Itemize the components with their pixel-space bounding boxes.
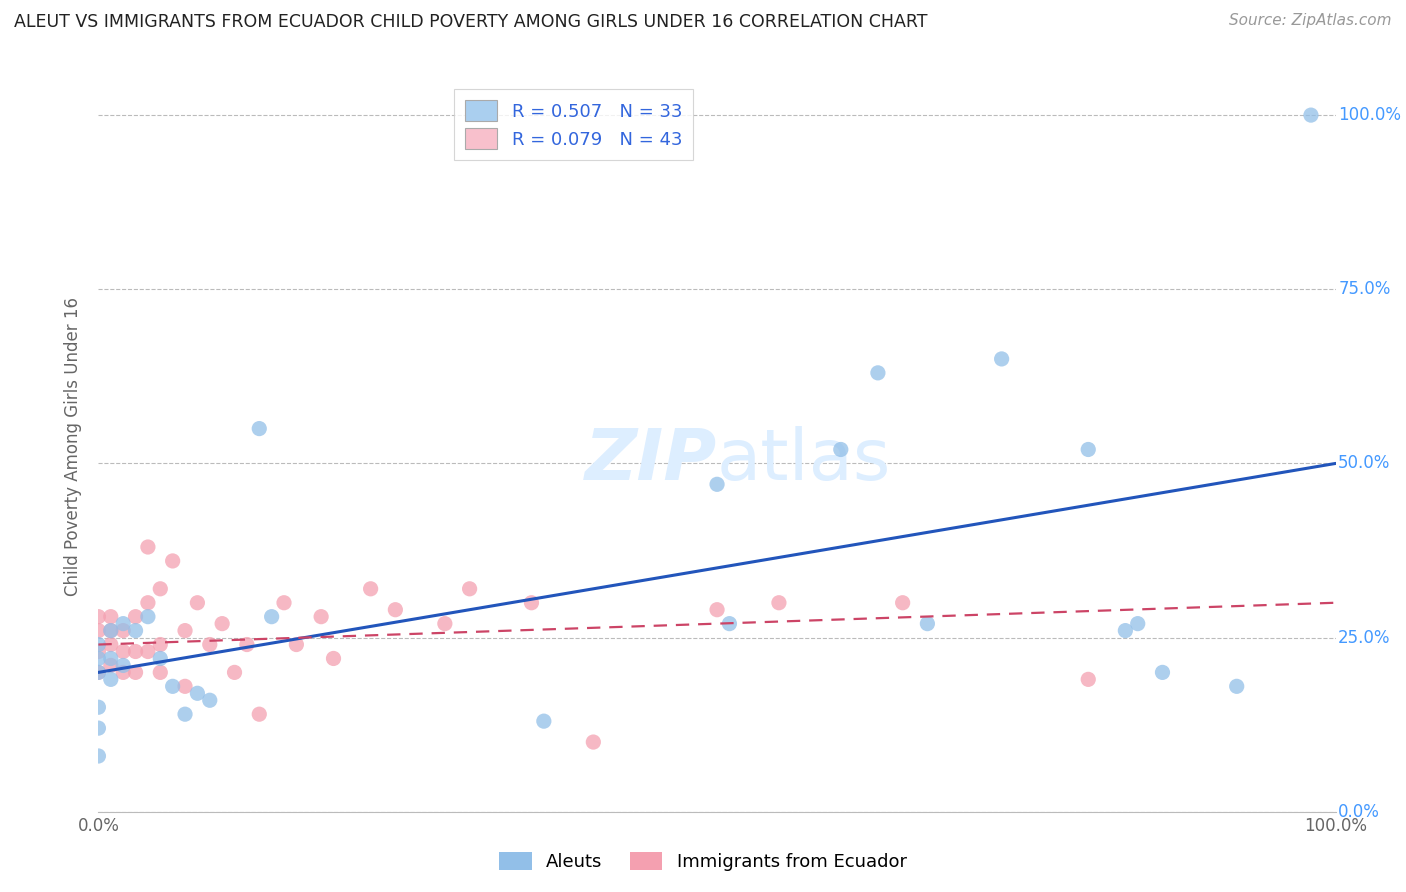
Point: [211, 616, 233, 631]
Point: [149, 651, 172, 665]
Point: [360, 582, 382, 596]
Point: [124, 644, 146, 658]
Point: [87, 665, 110, 680]
Point: [1226, 679, 1249, 693]
Point: [112, 665, 135, 680]
Point: [718, 616, 741, 631]
Text: 0.0%: 0.0%: [1339, 803, 1381, 821]
Point: [136, 596, 159, 610]
Point: [186, 686, 208, 700]
Point: [174, 679, 197, 693]
Point: [174, 624, 197, 638]
Point: [533, 714, 555, 728]
Point: [582, 735, 605, 749]
Text: Source: ZipAtlas.com: Source: ZipAtlas.com: [1229, 13, 1392, 29]
Point: [112, 624, 135, 638]
Point: [162, 679, 184, 693]
Point: [124, 609, 146, 624]
Point: [100, 658, 122, 673]
Point: [1126, 616, 1149, 631]
Point: [112, 658, 135, 673]
Text: 25.0%: 25.0%: [1339, 629, 1391, 647]
Point: [198, 693, 221, 707]
Point: [990, 351, 1012, 366]
Point: [100, 638, 122, 652]
Point: [136, 609, 159, 624]
Point: [866, 366, 889, 380]
Point: [87, 609, 110, 624]
Point: [87, 624, 110, 638]
Point: [100, 651, 122, 665]
Point: [149, 582, 172, 596]
Point: [1152, 665, 1174, 680]
Point: [309, 609, 332, 624]
Point: [1299, 108, 1322, 122]
Point: [136, 540, 159, 554]
Point: [247, 707, 270, 722]
Point: [87, 638, 110, 652]
Text: 100.0%: 100.0%: [1339, 106, 1402, 124]
Point: [917, 616, 939, 631]
Y-axis label: Child Poverty Among Girls Under 16: Child Poverty Among Girls Under 16: [65, 296, 83, 596]
Point: [186, 596, 208, 610]
Point: [247, 421, 270, 435]
Point: [149, 638, 172, 652]
Point: [87, 700, 110, 714]
Text: atlas: atlas: [717, 426, 891, 495]
Point: [224, 665, 246, 680]
Text: ALEUT VS IMMIGRANTS FROM ECUADOR CHILD POVERTY AMONG GIRLS UNDER 16 CORRELATION : ALEUT VS IMMIGRANTS FROM ECUADOR CHILD P…: [14, 13, 928, 31]
Point: [124, 665, 146, 680]
Point: [149, 665, 172, 680]
Point: [1114, 624, 1136, 638]
Text: 75.0%: 75.0%: [1339, 280, 1391, 298]
Point: [706, 603, 728, 617]
Point: [260, 609, 283, 624]
Point: [174, 707, 197, 722]
Point: [768, 596, 790, 610]
Point: [1077, 442, 1099, 457]
Legend: Aleuts, Immigrants from Ecuador: Aleuts, Immigrants from Ecuador: [492, 845, 914, 879]
Point: [891, 596, 914, 610]
Point: [87, 721, 110, 735]
Point: [458, 582, 481, 596]
Point: [236, 638, 259, 652]
Point: [1077, 673, 1099, 687]
Point: [384, 603, 406, 617]
Point: [830, 442, 852, 457]
Point: [162, 554, 184, 568]
Point: [87, 651, 110, 665]
Point: [87, 749, 110, 764]
Point: [100, 624, 122, 638]
Point: [100, 673, 122, 687]
Point: [706, 477, 728, 491]
Point: [100, 609, 122, 624]
Text: 50.0%: 50.0%: [1339, 454, 1391, 473]
Legend: R = 0.507   N = 33, R = 0.079   N = 43: R = 0.507 N = 33, R = 0.079 N = 43: [454, 89, 693, 160]
Point: [433, 616, 456, 631]
Point: [112, 644, 135, 658]
Text: ZIP: ZIP: [585, 426, 717, 495]
Point: [285, 638, 308, 652]
Point: [124, 624, 146, 638]
Point: [198, 638, 221, 652]
Point: [100, 624, 122, 638]
Point: [87, 665, 110, 680]
Point: [520, 596, 543, 610]
Point: [112, 616, 135, 631]
Point: [322, 651, 344, 665]
Point: [136, 644, 159, 658]
Point: [273, 596, 295, 610]
Point: [87, 644, 110, 658]
